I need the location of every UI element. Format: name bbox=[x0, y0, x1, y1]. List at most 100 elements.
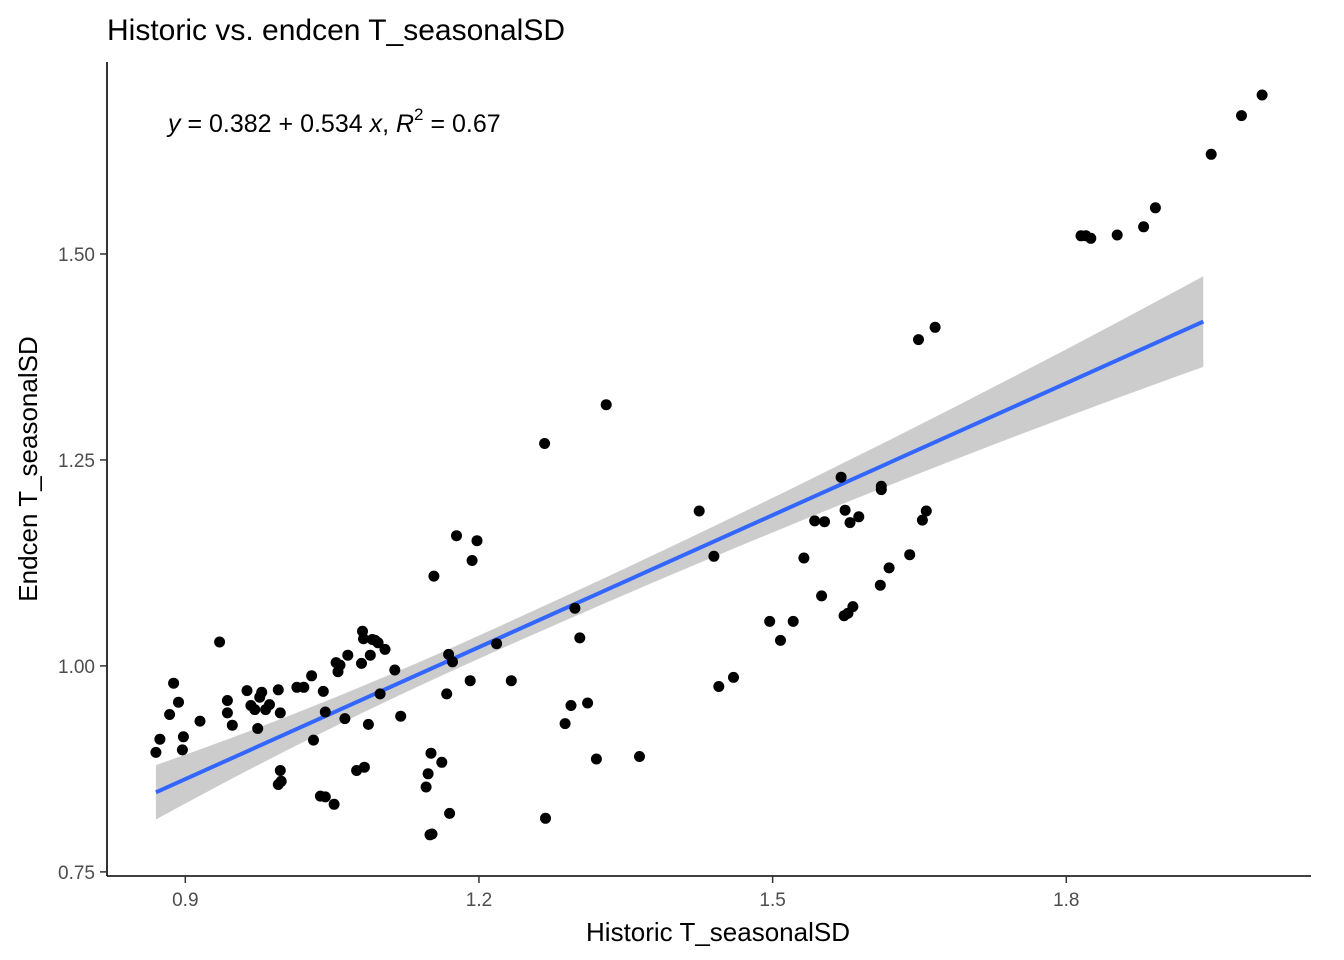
data-point bbox=[590, 753, 602, 765]
data-point bbox=[168, 677, 180, 689]
data-point bbox=[819, 516, 830, 528]
data-point bbox=[372, 637, 384, 649]
y-tick-label: 1.00 bbox=[58, 657, 95, 678]
data-point bbox=[713, 681, 725, 692]
data-point bbox=[565, 700, 577, 711]
x-tick-label: 1.8 bbox=[1053, 890, 1079, 911]
data-point bbox=[471, 535, 483, 547]
data-point bbox=[176, 744, 188, 756]
data-point bbox=[816, 590, 828, 602]
x-axis-ticks: 0.9 1.2 1.5 1.8 bbox=[172, 876, 1079, 911]
data-point bbox=[634, 751, 645, 762]
eq-r-var: R bbox=[396, 110, 414, 138]
data-point bbox=[913, 334, 924, 346]
data-point bbox=[150, 746, 162, 758]
data-point bbox=[491, 638, 503, 650]
data-point bbox=[339, 713, 351, 725]
data-point bbox=[798, 552, 810, 564]
regression-equation: y = 0.382 + 0.534 x, R2 = 0.67 bbox=[166, 105, 501, 138]
data-point bbox=[426, 828, 438, 840]
y-axis-title: Endcen T_seasonalSD bbox=[13, 336, 43, 601]
data-point bbox=[264, 699, 275, 711]
data-point bbox=[241, 685, 253, 697]
data-point bbox=[693, 505, 705, 517]
data-point bbox=[256, 686, 268, 698]
data-point bbox=[874, 579, 886, 591]
data-point bbox=[1236, 110, 1247, 122]
data-point bbox=[226, 719, 238, 731]
data-point bbox=[420, 781, 432, 793]
data-point bbox=[600, 399, 612, 411]
data-point bbox=[379, 643, 391, 655]
eq-intercept: 0.382 bbox=[209, 110, 272, 138]
data-point bbox=[389, 664, 401, 676]
data-point bbox=[319, 706, 331, 718]
y-tick-label: 0.75 bbox=[58, 863, 95, 884]
data-point bbox=[444, 807, 456, 819]
data-point bbox=[809, 515, 821, 527]
data-point bbox=[1205, 148, 1217, 160]
data-point bbox=[853, 511, 865, 523]
data-point bbox=[447, 656, 458, 668]
data-point bbox=[306, 670, 318, 682]
data-point bbox=[574, 632, 586, 644]
data-points bbox=[150, 89, 1268, 841]
data-point bbox=[308, 734, 319, 746]
y-axis-ticks: 0.75 1.00 1.25 1.50 bbox=[58, 245, 107, 884]
plot-panel bbox=[150, 89, 1268, 841]
data-point bbox=[358, 633, 369, 645]
data-point bbox=[422, 768, 434, 780]
eq-comma: , bbox=[382, 110, 389, 138]
data-point bbox=[274, 765, 286, 776]
data-point bbox=[451, 530, 462, 542]
eq-y-var: y bbox=[166, 110, 182, 138]
data-point bbox=[1085, 232, 1097, 244]
data-point bbox=[835, 471, 847, 483]
data-point bbox=[539, 438, 551, 449]
y-tick-label: 1.25 bbox=[58, 451, 95, 472]
x-tick-label: 0.9 bbox=[172, 890, 198, 911]
data-point bbox=[395, 710, 407, 722]
data-point bbox=[319, 791, 331, 803]
eq-x-var: x bbox=[369, 110, 384, 138]
data-point bbox=[425, 747, 437, 759]
data-point bbox=[787, 615, 799, 627]
data-point bbox=[194, 715, 206, 727]
data-point bbox=[328, 798, 340, 810]
data-point bbox=[275, 775, 287, 787]
x-tick-label: 1.5 bbox=[759, 890, 785, 911]
data-point bbox=[883, 562, 895, 574]
data-point bbox=[356, 657, 367, 669]
data-point bbox=[569, 602, 581, 614]
data-point bbox=[540, 812, 551, 824]
data-point bbox=[559, 718, 571, 730]
data-point bbox=[358, 761, 370, 773]
data-point bbox=[362, 718, 374, 730]
eq-slope: 0.534 bbox=[300, 110, 363, 138]
eq-equals: = bbox=[181, 110, 210, 138]
data-point bbox=[274, 707, 286, 719]
data-point bbox=[904, 549, 916, 561]
data-point bbox=[847, 601, 859, 613]
data-point bbox=[708, 550, 720, 562]
eq-plus: + bbox=[272, 110, 301, 138]
data-point bbox=[252, 723, 264, 734]
data-point bbox=[272, 684, 284, 696]
data-point bbox=[177, 731, 189, 743]
data-point bbox=[505, 675, 517, 687]
data-point bbox=[317, 685, 329, 697]
confidence-band bbox=[155, 276, 1204, 820]
x-tick-label: 1.2 bbox=[466, 890, 492, 911]
data-point bbox=[1111, 229, 1123, 241]
data-point bbox=[728, 671, 739, 683]
data-point bbox=[764, 615, 776, 627]
y-tick-label: 1.50 bbox=[58, 245, 95, 266]
data-point bbox=[844, 517, 856, 529]
data-point bbox=[364, 649, 376, 661]
data-point bbox=[164, 709, 176, 720]
data-point bbox=[154, 733, 166, 745]
data-point bbox=[466, 555, 478, 566]
data-point bbox=[436, 756, 448, 768]
chart-title: Historic vs. endcen T_seasonalSD bbox=[107, 14, 565, 47]
